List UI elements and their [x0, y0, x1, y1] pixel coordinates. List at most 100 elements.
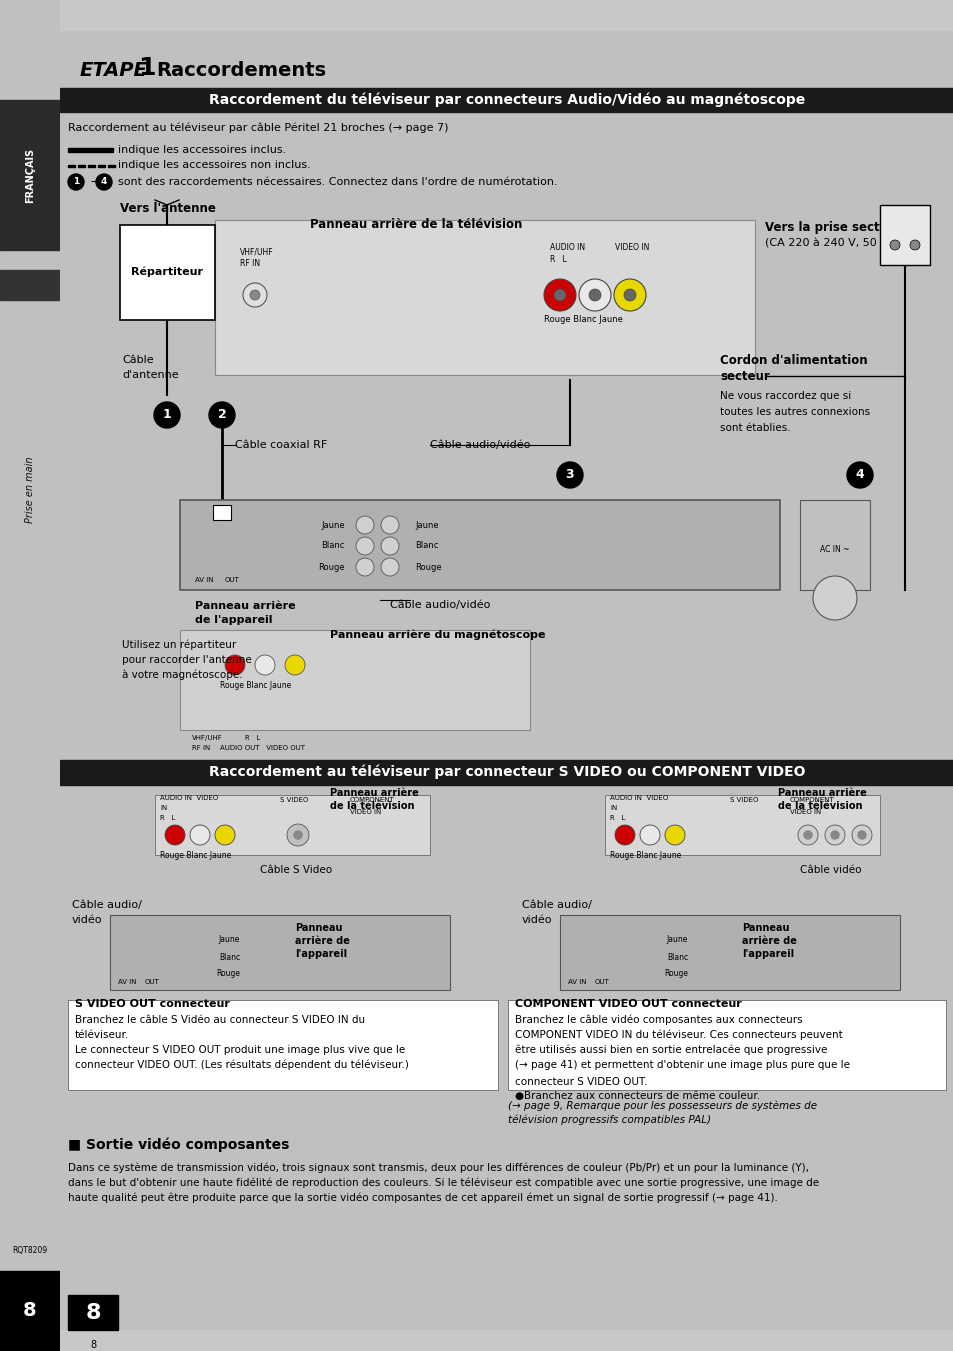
Circle shape	[623, 289, 636, 301]
Circle shape	[153, 403, 180, 428]
Text: AUDIO IN  VIDEO: AUDIO IN VIDEO	[609, 794, 667, 801]
Text: Ne vous raccordez que si: Ne vous raccordez que si	[720, 390, 850, 401]
Text: Branchez le câble vidéo composantes aux connecteurs: Branchez le câble vidéo composantes aux …	[515, 1015, 801, 1025]
Text: Câble audio/: Câble audio/	[71, 900, 142, 911]
Circle shape	[190, 825, 210, 844]
Text: Jaune: Jaune	[321, 520, 345, 530]
Circle shape	[614, 280, 645, 311]
Text: Rouge: Rouge	[415, 562, 441, 571]
Text: de la télévision: de la télévision	[330, 801, 414, 811]
Circle shape	[909, 240, 919, 250]
Text: Le connecteur S VIDEO OUT produit une image plus vive que le: Le connecteur S VIDEO OUT produit une im…	[75, 1046, 405, 1055]
Bar	[60, 0, 953, 30]
Text: Dans ce système de transmission vidéo, trois signaux sont transmis, deux pour le: Dans ce système de transmission vidéo, t…	[68, 1163, 808, 1173]
Bar	[60, 761, 953, 785]
Bar	[180, 630, 530, 730]
Text: (→ page 9, Remarque pour les possesseurs de systèmes de: (→ page 9, Remarque pour les possesseurs…	[507, 1101, 817, 1112]
Bar	[180, 500, 780, 590]
Text: Rouge Blanc Jaune: Rouge Blanc Jaune	[609, 851, 680, 859]
Text: 1: 1	[72, 177, 79, 186]
Text: Rouge: Rouge	[215, 970, 240, 978]
Circle shape	[250, 290, 260, 300]
Bar	[0, 270, 60, 300]
Text: Câble coaxial RF: Câble coaxial RF	[234, 440, 327, 450]
Text: Vers l'antenne: Vers l'antenne	[120, 201, 215, 215]
Text: (CA 220 à 240 V, 50 Hz): (CA 220 à 240 V, 50 Hz)	[764, 239, 898, 249]
Text: 3: 3	[565, 469, 574, 481]
Text: AUDIO IN: AUDIO IN	[550, 243, 584, 253]
Text: Utilisez un répartiteur: Utilisez un répartiteur	[122, 640, 236, 650]
Circle shape	[615, 825, 635, 844]
Text: téléviseur.: téléviseur.	[75, 1029, 129, 1040]
Text: Câble: Câble	[122, 355, 153, 365]
Text: Rouge Blanc Jaune: Rouge Blanc Jaune	[543, 316, 622, 324]
Text: ●Branchez aux connecteurs de même couleur.: ●Branchez aux connecteurs de même couleu…	[515, 1092, 760, 1101]
Text: (→ page 41) et permettent d'obtenir une image plus pure que le: (→ page 41) et permettent d'obtenir une …	[515, 1061, 849, 1070]
Text: IN: IN	[160, 805, 167, 811]
Text: Raccordements: Raccordements	[156, 61, 326, 80]
Text: Panneau arrière de la télévision: Panneau arrière de la télévision	[310, 219, 522, 231]
Text: connecteur VIDEO OUT. (Les résultats dépendent du téléviseur.): connecteur VIDEO OUT. (Les résultats dép…	[75, 1059, 409, 1070]
Text: AC IN ~: AC IN ~	[820, 546, 849, 554]
Text: 4: 4	[101, 177, 107, 186]
Text: Panneau: Panneau	[741, 923, 789, 934]
Text: Câble vidéo: Câble vidéo	[800, 865, 861, 875]
Text: AV IN: AV IN	[118, 979, 136, 985]
Circle shape	[355, 558, 374, 576]
Circle shape	[846, 462, 872, 488]
Text: télévision progressifs compatibles PAL): télévision progressifs compatibles PAL)	[507, 1115, 710, 1125]
Text: vidéo: vidéo	[71, 915, 102, 925]
Text: de l'appareil: de l'appareil	[194, 615, 273, 626]
Text: Blanc: Blanc	[218, 952, 240, 962]
Text: haute qualité peut être produite parce que la sortie vidéo composantes de cet ap: haute qualité peut être produite parce q…	[68, 1193, 777, 1204]
Text: de la télévision: de la télévision	[778, 801, 862, 811]
Bar	[154, 794, 430, 855]
Text: AV IN: AV IN	[567, 979, 586, 985]
Text: Câble audio/vidéo: Câble audio/vidéo	[390, 600, 490, 611]
Text: connecteur S VIDEO OUT.: connecteur S VIDEO OUT.	[515, 1077, 647, 1088]
Text: être utilisés aussi bien en sortie entrelacée que progressive: être utilisés aussi bien en sortie entre…	[515, 1044, 826, 1055]
Bar	[604, 794, 879, 855]
Text: S VIDEO OUT connecteur: S VIDEO OUT connecteur	[75, 998, 230, 1009]
Bar	[68, 1296, 118, 1329]
Bar	[0, 100, 60, 250]
Circle shape	[857, 831, 865, 839]
Circle shape	[578, 280, 610, 311]
Bar	[879, 205, 929, 265]
Text: IN: IN	[609, 805, 617, 811]
Text: COMPONENT: COMPONENT	[789, 797, 834, 802]
Text: COMPONENT VIDEO IN du téléviseur. Ces connecteurs peuvent: COMPONENT VIDEO IN du téléviseur. Ces co…	[515, 1029, 841, 1040]
Bar	[800, 500, 869, 590]
Circle shape	[557, 462, 582, 488]
Text: Blanc: Blanc	[415, 542, 438, 550]
Bar	[68, 149, 112, 153]
Text: pour raccorder l'antenne: pour raccorder l'antenne	[122, 655, 252, 665]
Text: Rouge Blanc Jaune: Rouge Blanc Jaune	[220, 681, 291, 689]
Text: R   L: R L	[609, 815, 625, 821]
Text: COMPONENT VIDEO OUT connecteur: COMPONENT VIDEO OUT connecteur	[515, 998, 741, 1009]
Text: dans le but d'obtenir une haute fidélité de reproduction des couleurs. Si le tél: dans le but d'obtenir une haute fidélité…	[68, 1178, 819, 1189]
Text: –: –	[90, 176, 96, 189]
Text: 8: 8	[90, 1340, 96, 1350]
Text: Panneau arrière: Panneau arrière	[330, 788, 418, 798]
Text: VIDEO IN: VIDEO IN	[350, 809, 381, 815]
Circle shape	[294, 831, 302, 839]
Text: Raccordement au téléviseur par connecteur S VIDEO ou COMPONENT VIDEO: Raccordement au téléviseur par connecteu…	[209, 765, 804, 780]
Text: 2: 2	[217, 408, 226, 422]
Bar	[78, 165, 85, 168]
Bar	[88, 165, 95, 168]
Text: OUT: OUT	[595, 979, 609, 985]
Bar	[507, 1000, 945, 1090]
Bar	[214, 220, 754, 376]
Text: Panneau arrière: Panneau arrière	[194, 601, 295, 611]
Text: Branchez le câble S Vidéo au connecteur S VIDEO IN du: Branchez le câble S Vidéo au connecteur …	[75, 1015, 365, 1025]
Bar	[213, 505, 231, 520]
Circle shape	[588, 289, 600, 301]
Circle shape	[355, 536, 374, 555]
Circle shape	[812, 576, 856, 620]
Text: RQT8209: RQT8209	[12, 1247, 48, 1255]
Text: Jaune: Jaune	[666, 935, 687, 944]
Text: VHF/UHF: VHF/UHF	[192, 735, 222, 740]
Bar	[559, 915, 899, 990]
Text: AUDIO OUT   VIDEO OUT: AUDIO OUT VIDEO OUT	[220, 744, 305, 751]
